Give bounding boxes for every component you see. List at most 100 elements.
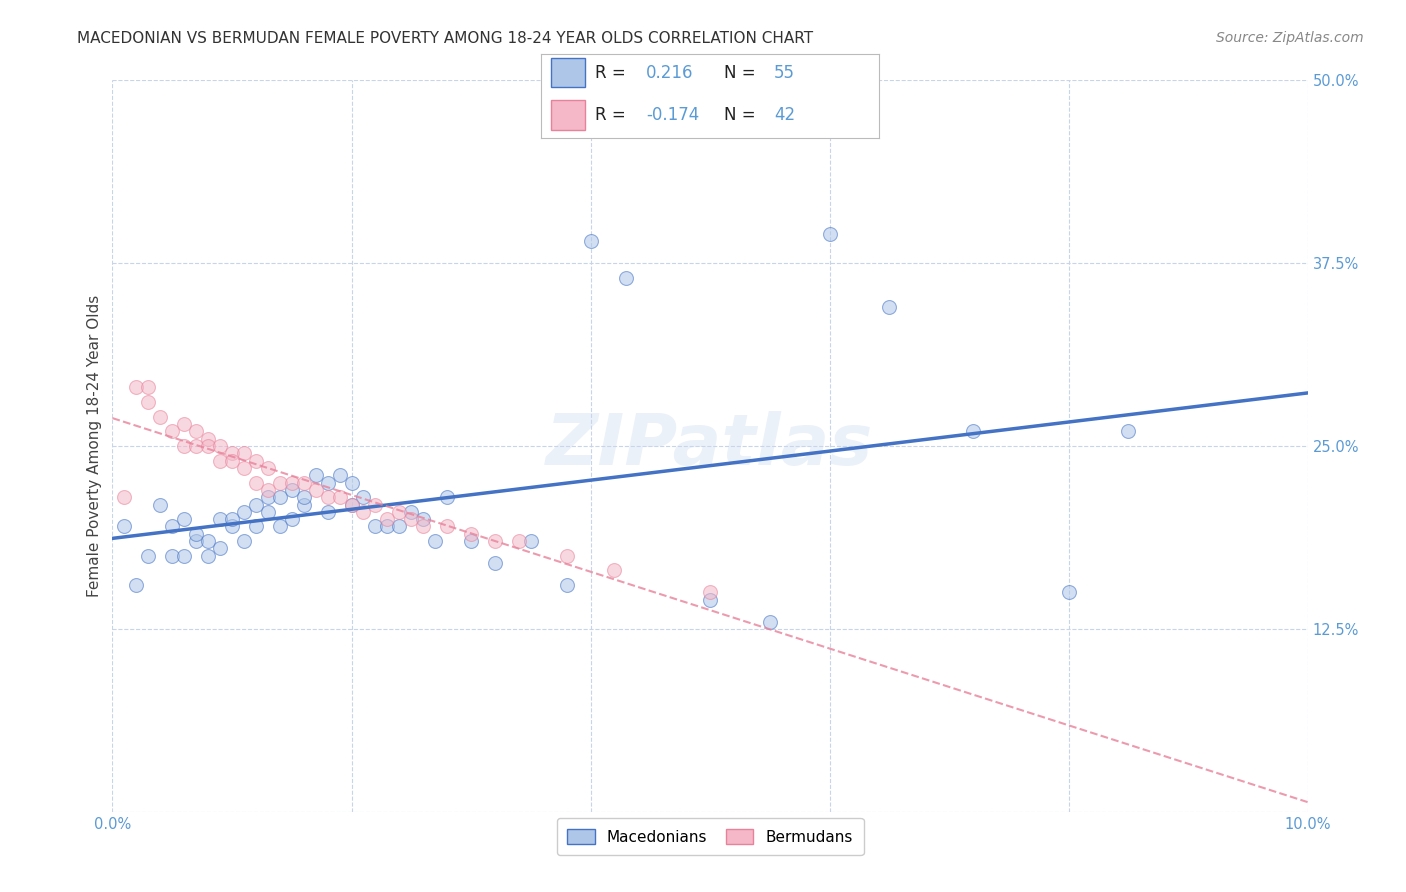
Point (699, 592, 721, 607)
Point (425, 534, 447, 549)
Point (197, 439, 219, 453)
Point (616, 270, 638, 285)
Y-axis label: Female Poverty Among 18-24 Year Olds: Female Poverty Among 18-24 Year Olds (87, 295, 103, 597)
Point (292, 475, 315, 490)
Point (316, 505, 339, 519)
Point (149, 498, 172, 512)
Point (233, 461, 256, 475)
Point (555, 578, 578, 592)
Point (292, 498, 315, 512)
Point (209, 541, 232, 556)
Point (186, 526, 208, 541)
Bar (551, 58, 585, 87)
Point (245, 475, 267, 490)
Point (114, 519, 135, 533)
Text: R =: R = (595, 106, 631, 124)
Point (257, 483, 280, 497)
Point (149, 409, 172, 424)
Point (353, 505, 375, 519)
Point (818, 227, 841, 241)
Point (125, 380, 148, 394)
Point (197, 549, 219, 563)
Point (436, 490, 458, 504)
Point (138, 549, 160, 563)
Point (759, 615, 782, 629)
Point (879, 300, 901, 314)
Point (962, 425, 984, 439)
Point (269, 519, 291, 533)
Point (173, 512, 195, 526)
Point (340, 498, 363, 512)
Point (245, 453, 267, 467)
Point (245, 498, 267, 512)
Point (221, 512, 243, 526)
Point (364, 519, 387, 533)
Bar (551, 100, 585, 130)
Point (162, 425, 183, 439)
Point (209, 512, 232, 526)
Point (329, 490, 352, 504)
Point (221, 453, 243, 467)
Point (340, 498, 363, 512)
Point (377, 519, 399, 533)
Point (436, 519, 458, 533)
Point (173, 439, 195, 453)
Point (555, 549, 578, 563)
Text: R =: R = (595, 63, 631, 81)
Point (138, 395, 160, 409)
Point (699, 585, 721, 599)
Point (460, 534, 482, 549)
Point (460, 526, 482, 541)
Point (401, 512, 423, 526)
Point (162, 519, 183, 533)
Point (209, 453, 232, 467)
Point (186, 439, 208, 453)
Point (233, 505, 256, 519)
Point (245, 519, 267, 533)
Text: -0.174: -0.174 (645, 106, 699, 124)
Text: Source: ZipAtlas.com: Source: ZipAtlas.com (1216, 31, 1364, 45)
Point (412, 519, 434, 533)
Point (1057, 585, 1080, 599)
Point (125, 578, 148, 592)
Point (281, 475, 304, 490)
Point (353, 490, 375, 504)
Point (377, 512, 399, 526)
Point (221, 446, 243, 460)
Text: 55: 55 (775, 63, 796, 81)
Point (292, 490, 315, 504)
Point (269, 490, 291, 504)
Point (186, 425, 208, 439)
Text: 0.216: 0.216 (645, 63, 693, 81)
Point (269, 475, 291, 490)
Point (579, 234, 602, 248)
Point (305, 468, 328, 483)
Point (388, 505, 411, 519)
Point (173, 549, 195, 563)
Point (197, 432, 219, 446)
Point (484, 534, 506, 549)
Point (197, 534, 219, 549)
Point (364, 498, 387, 512)
Text: N =: N = (724, 63, 761, 81)
Text: ZIPatlas: ZIPatlas (547, 411, 873, 481)
Point (316, 475, 339, 490)
Point (484, 556, 506, 570)
Point (186, 534, 208, 549)
Point (221, 519, 243, 533)
Text: N =: N = (724, 106, 761, 124)
Point (603, 563, 626, 577)
Point (233, 446, 256, 460)
Point (520, 534, 543, 549)
Point (281, 483, 304, 497)
Text: MACEDONIAN VS BERMUDAN FEMALE POVERTY AMONG 18-24 YEAR OLDS CORRELATION CHART: MACEDONIAN VS BERMUDAN FEMALE POVERTY AM… (77, 31, 814, 46)
Point (257, 505, 280, 519)
Point (316, 490, 339, 504)
Point (162, 549, 183, 563)
Point (329, 468, 352, 483)
Point (305, 483, 328, 497)
Point (281, 512, 304, 526)
Text: 42: 42 (775, 106, 796, 124)
Legend: Macedonians, Bermudans: Macedonians, Bermudans (557, 818, 863, 855)
Point (209, 439, 232, 453)
